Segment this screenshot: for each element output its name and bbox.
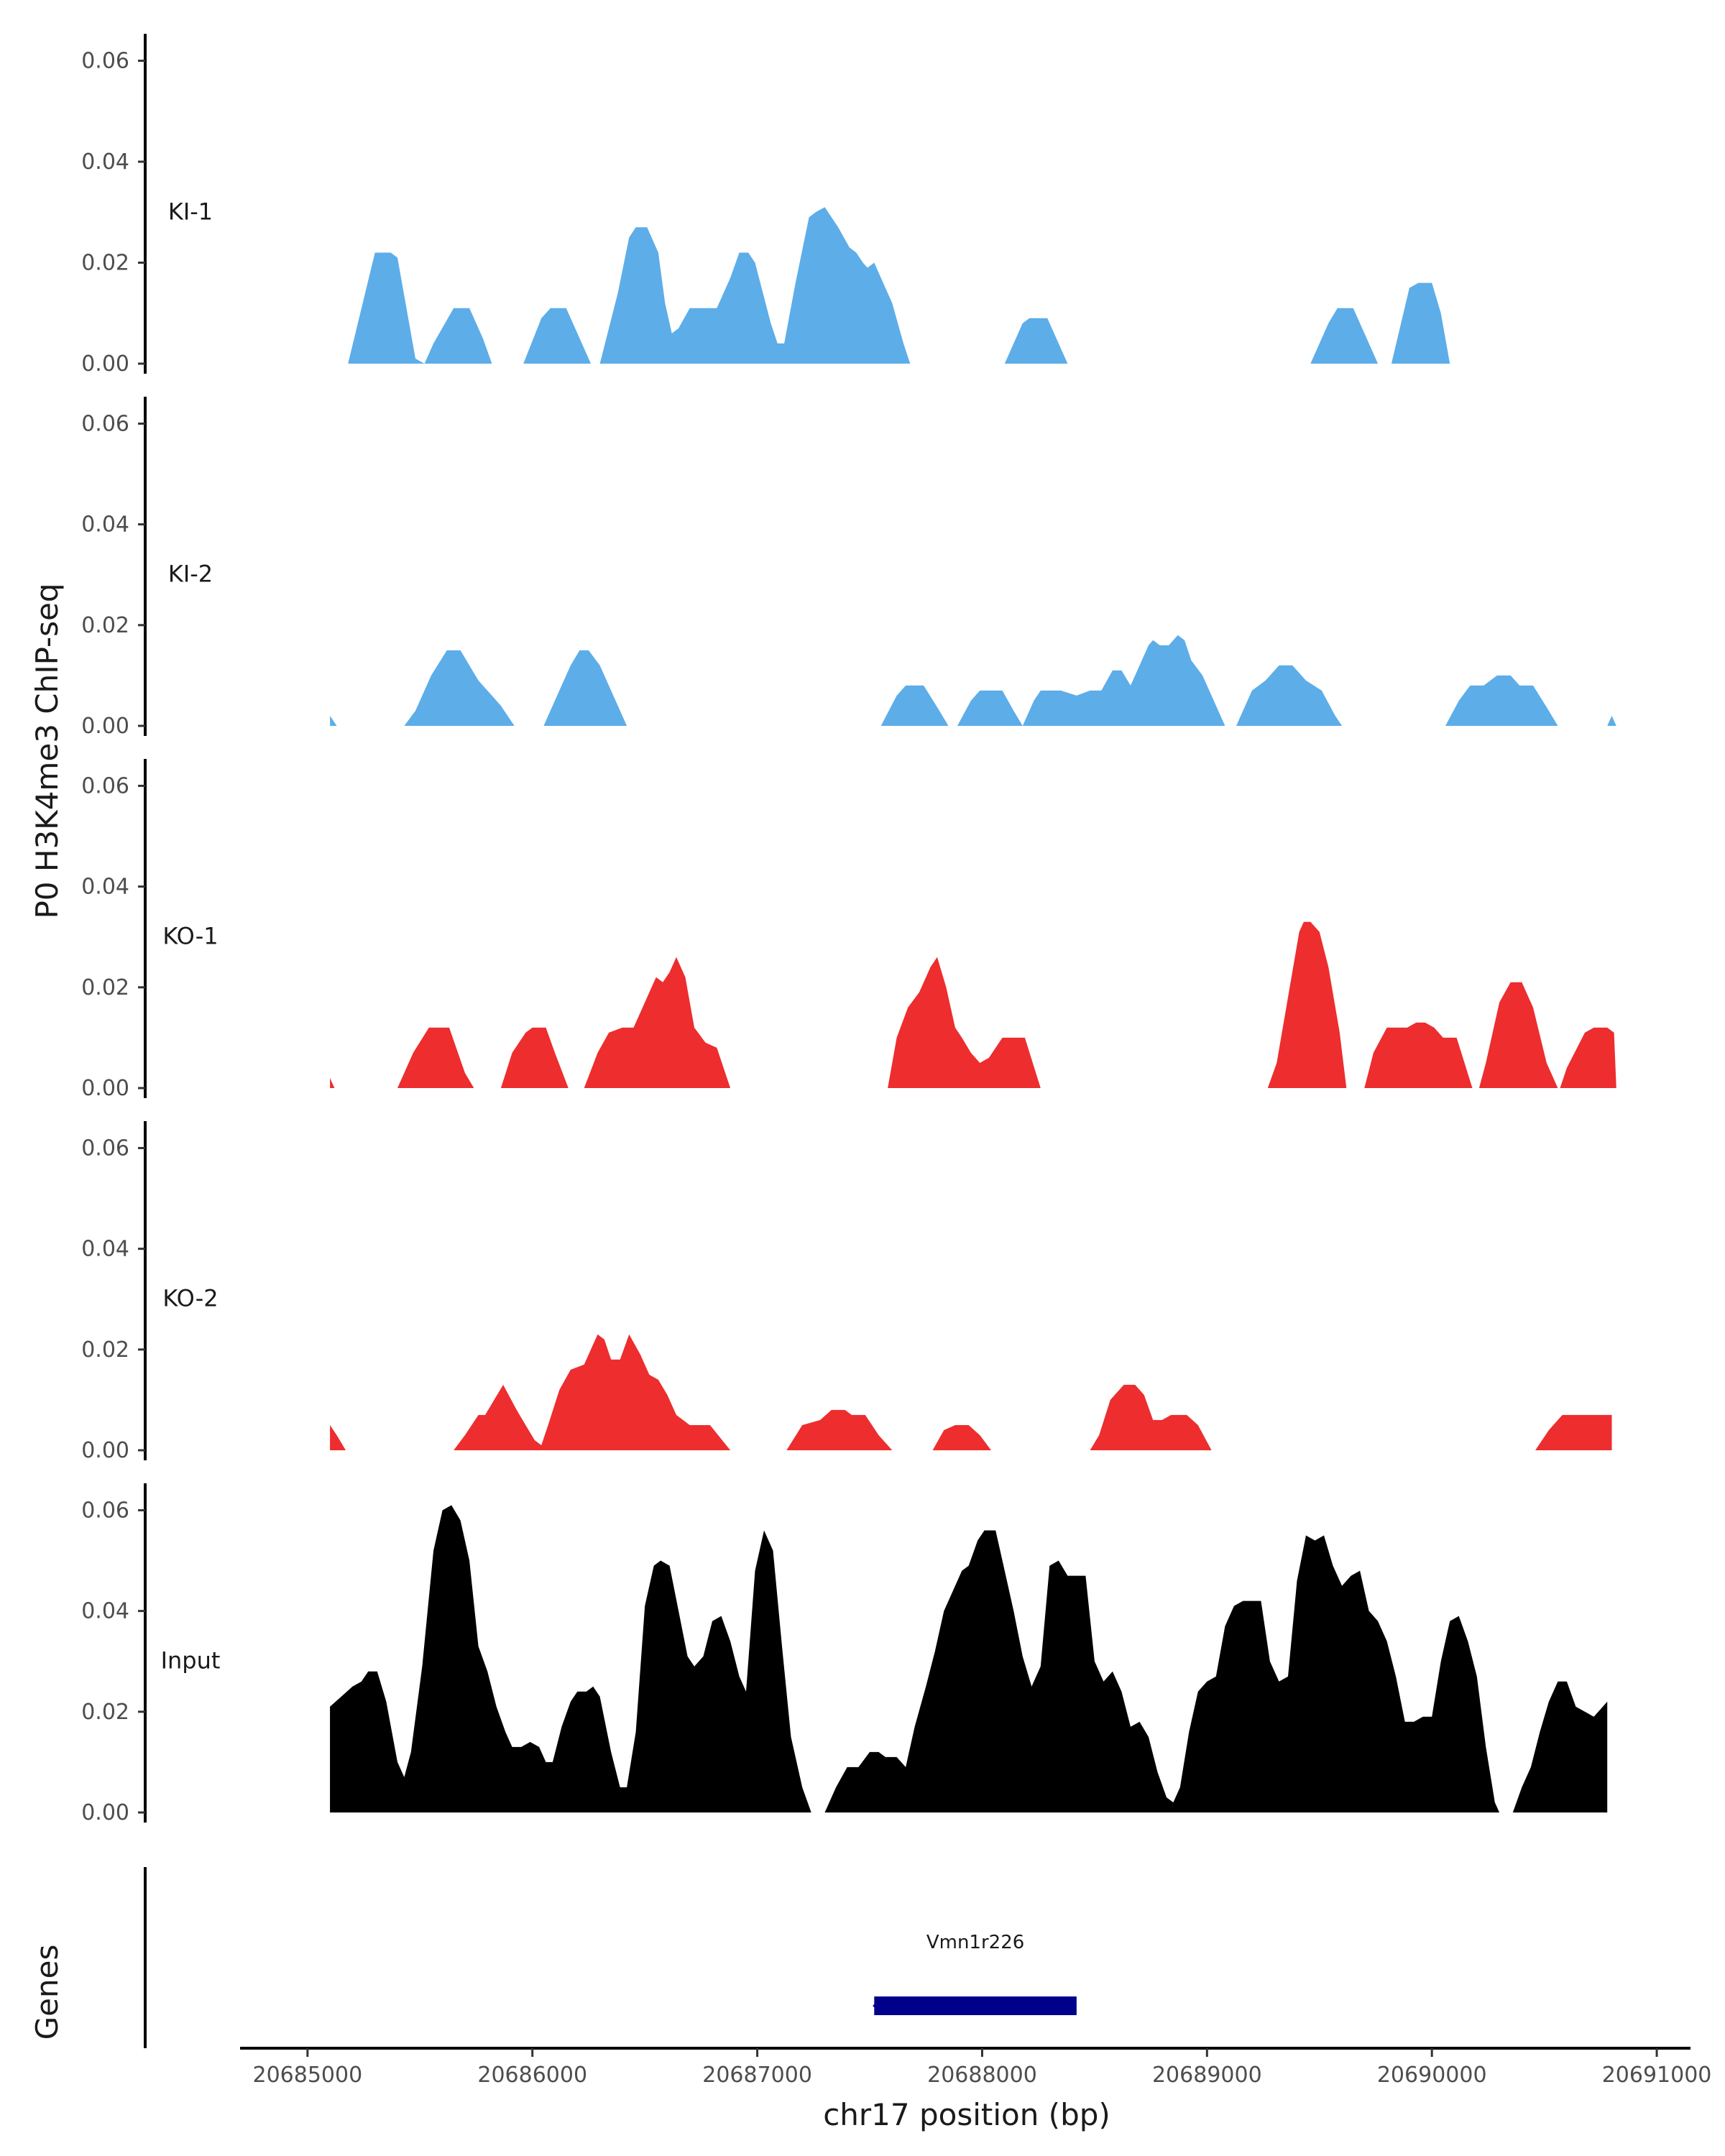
y-tick-label: 0.02 [81,613,129,638]
y-tick-label: 0.04 [81,512,129,538]
y-tick-label: 0.06 [81,773,129,798]
track-ko-1: 0.00 0.02 0.04 0.06 KO-1 [81,759,1616,1101]
y-tick-label: 0.06 [81,411,129,436]
y-tick-label: 0.00 [81,714,129,739]
x-tick-label: 20689000 [1152,2063,1262,2088]
track-label: KI-1 [168,198,213,225]
x-axis: chr17 position (bp) 20685000 20686000 2068… [240,2047,1712,2132]
signal-area-ki-1 [348,207,1450,364]
gene-body [874,1996,1077,2015]
x-tick-label: 20685000 [253,2063,363,2088]
y-tick-label: 0.04 [81,1237,129,1262]
gene-label: Vmn1r226 [926,1932,1024,1953]
x-tick-label: 20691000 [1602,2063,1712,2088]
y-tick-label: 0.04 [81,149,129,175]
y-tick-label: 0.02 [81,1337,129,1363]
track-ki-2: 0.00 0.02 0.04 0.06 KI-2 [81,397,1616,739]
y-tick-label: 0.00 [81,351,129,377]
y-tick-label: 0.02 [81,251,129,276]
signal-area-input [330,1505,1608,1812]
track-ki-1: 0.00 0.02 0.04 0.06 KI-1 [81,34,1450,377]
x-tick-label: 20687000 [702,2063,812,2088]
gene-track-title: Genes [29,1945,65,2040]
track-input: 0.00 0.02 0.04 0.06 Input [81,1483,1608,1825]
y-tick-label: 0.00 [81,1076,129,1101]
x-tick-label: 20688000 [927,2063,1037,2088]
y-tick-label: 0.04 [81,875,129,900]
signal-tracks: 0.00 0.02 0.04 0.06 KI-1 0.00 0.02 0.04 0.06 KI-2… [81,34,1616,1825]
track-label: Input [161,1647,221,1674]
track-label: KI-2 [168,561,213,588]
gene-track: Genes Vmn1r226 [29,1867,1077,2048]
track-label: KO-1 [162,923,218,950]
track-label: KO-2 [162,1285,218,1312]
signal-area-ki-2 [330,635,1616,726]
y-tick-label: 0.02 [81,1700,129,1725]
signal-area-ko-1 [330,921,1616,1088]
signal-area-ko-2 [330,1334,1612,1450]
y-tick-label: 0.00 [81,1800,129,1825]
y-axis-title: P0 H3K4me3 ChIP-seq [29,583,65,918]
track-ko-2: 0.00 0.02 0.04 0.06 KO-2 [81,1121,1612,1463]
strand-arrow-icon [873,1996,884,2015]
y-tick-label: 0.06 [81,1135,129,1161]
x-axis-title: chr17 position (bp) [823,2097,1110,2132]
y-tick-label: 0.04 [81,1599,129,1624]
y-tick-label: 0.00 [81,1438,129,1463]
y-tick-label: 0.02 [81,975,129,1000]
x-tick-label: 20690000 [1377,2063,1487,2088]
y-tick-label: 0.06 [81,49,129,74]
y-tick-label: 0.06 [81,1498,129,1523]
x-tick-label: 20686000 [477,2063,587,2088]
